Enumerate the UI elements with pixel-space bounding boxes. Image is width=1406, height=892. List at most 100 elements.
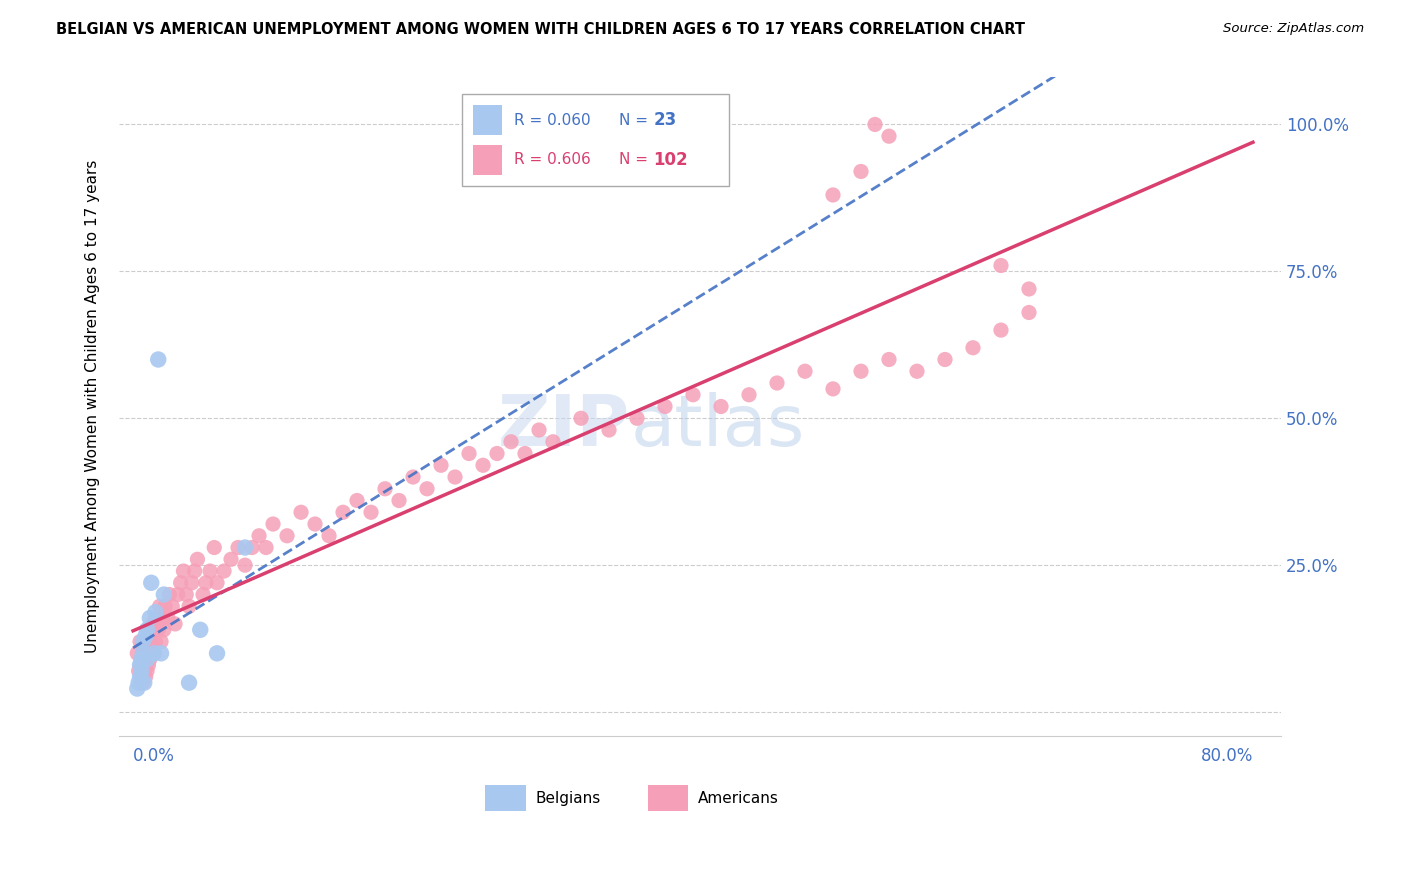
- Point: [141, 575, 163, 590]
- Point: [598, 423, 620, 437]
- Point: [202, 541, 225, 555]
- Point: [360, 505, 382, 519]
- Point: [143, 646, 166, 660]
- Point: [205, 646, 228, 660]
- Point: [131, 652, 153, 666]
- Text: 0.0%: 0.0%: [134, 747, 174, 765]
- Point: [219, 552, 242, 566]
- Point: [166, 588, 188, 602]
- Point: [136, 652, 159, 666]
- Point: [139, 611, 162, 625]
- Point: [1018, 305, 1040, 319]
- Text: ZIP: ZIP: [498, 392, 630, 461]
- Point: [499, 434, 522, 449]
- Point: [240, 541, 263, 555]
- Point: [149, 599, 172, 614]
- Text: Belgians: Belgians: [536, 790, 600, 805]
- FancyBboxPatch shape: [485, 785, 526, 811]
- Point: [485, 446, 508, 460]
- Point: [233, 558, 256, 573]
- Point: [174, 588, 197, 602]
- Point: [139, 652, 162, 666]
- Point: [990, 323, 1012, 337]
- Point: [141, 623, 163, 637]
- Point: [177, 675, 200, 690]
- Point: [569, 411, 592, 425]
- Text: atlas: atlas: [630, 392, 804, 461]
- Text: R = 0.606: R = 0.606: [515, 153, 591, 167]
- Point: [180, 575, 202, 590]
- Point: [129, 670, 152, 684]
- Point: [142, 616, 165, 631]
- Text: N =: N =: [619, 112, 652, 128]
- Point: [332, 505, 354, 519]
- Point: [247, 529, 270, 543]
- Text: 23: 23: [654, 112, 676, 129]
- Point: [183, 564, 205, 578]
- Point: [145, 611, 167, 625]
- Point: [318, 529, 340, 543]
- Point: [134, 675, 156, 690]
- Point: [155, 599, 177, 614]
- Point: [654, 400, 676, 414]
- Point: [132, 646, 155, 660]
- Point: [152, 611, 174, 625]
- Point: [131, 664, 153, 678]
- Point: [153, 588, 176, 602]
- Point: [143, 646, 166, 660]
- Point: [145, 634, 167, 648]
- Point: [136, 623, 159, 637]
- Point: [153, 623, 176, 637]
- Point: [145, 605, 167, 619]
- Point: [129, 634, 152, 648]
- Point: [150, 634, 173, 648]
- Point: [710, 400, 733, 414]
- Point: [194, 575, 217, 590]
- Point: [162, 599, 184, 614]
- Point: [138, 634, 160, 648]
- Text: Source: ZipAtlas.com: Source: ZipAtlas.com: [1223, 22, 1364, 36]
- Point: [135, 629, 157, 643]
- Point: [276, 529, 298, 543]
- Point: [226, 541, 249, 555]
- Point: [198, 564, 221, 578]
- Point: [527, 423, 550, 437]
- Point: [1018, 282, 1040, 296]
- Point: [132, 658, 155, 673]
- Text: Americans: Americans: [697, 790, 779, 805]
- FancyBboxPatch shape: [648, 785, 689, 811]
- Point: [132, 646, 155, 660]
- Point: [127, 681, 149, 696]
- Point: [177, 599, 200, 614]
- Point: [849, 164, 872, 178]
- Point: [990, 259, 1012, 273]
- Point: [188, 623, 211, 637]
- Point: [186, 552, 208, 566]
- Point: [472, 458, 495, 473]
- Point: [129, 658, 152, 673]
- Point: [626, 411, 648, 425]
- Point: [134, 640, 156, 655]
- Point: [138, 658, 160, 673]
- Point: [962, 341, 984, 355]
- Point: [157, 611, 180, 625]
- Point: [131, 652, 153, 666]
- Point: [233, 541, 256, 555]
- Point: [129, 658, 152, 673]
- Point: [163, 616, 186, 631]
- Point: [172, 564, 194, 578]
- Text: N =: N =: [619, 153, 652, 167]
- Point: [148, 623, 170, 637]
- Point: [541, 434, 564, 449]
- Point: [262, 516, 284, 531]
- FancyBboxPatch shape: [461, 94, 730, 186]
- Point: [821, 382, 844, 396]
- Point: [132, 675, 155, 690]
- Text: BELGIAN VS AMERICAN UNEMPLOYMENT AMONG WOMEN WITH CHILDREN AGES 6 TO 17 YEARS CO: BELGIAN VS AMERICAN UNEMPLOYMENT AMONG W…: [56, 22, 1025, 37]
- Point: [134, 664, 156, 678]
- Point: [191, 588, 214, 602]
- Point: [682, 388, 704, 402]
- Point: [794, 364, 817, 378]
- Point: [135, 670, 157, 684]
- Point: [304, 516, 326, 531]
